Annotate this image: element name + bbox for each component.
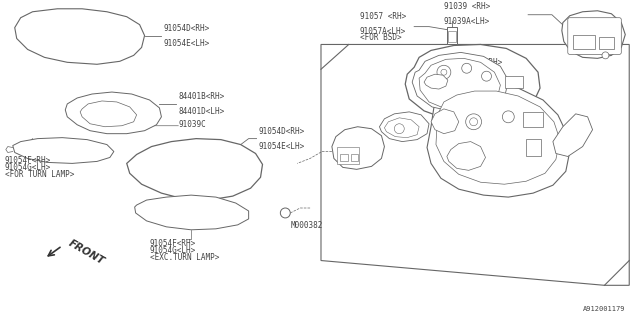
Polygon shape — [380, 112, 429, 141]
Polygon shape — [127, 139, 262, 200]
Text: 91031N<RH>: 91031N<RH> — [457, 58, 503, 67]
Bar — [337, 147, 358, 164]
Polygon shape — [134, 195, 248, 230]
Circle shape — [470, 118, 477, 126]
Text: 91054E<LH>: 91054E<LH> — [163, 38, 210, 48]
Circle shape — [481, 71, 492, 81]
Text: 91054E<LH>: 91054E<LH> — [259, 141, 305, 151]
Text: 91039 <RH>: 91039 <RH> — [444, 2, 490, 11]
Text: <FOR TURN LAMP>: <FOR TURN LAMP> — [5, 170, 74, 179]
Text: 91054G<LH>: 91054G<LH> — [150, 246, 196, 255]
Circle shape — [466, 114, 481, 130]
Text: 91057 <RH>: 91057 <RH> — [360, 12, 406, 21]
Text: 91039C: 91039C — [179, 120, 206, 129]
Text: 91054F<RH>: 91054F<RH> — [150, 239, 196, 248]
Polygon shape — [65, 92, 161, 134]
Polygon shape — [562, 11, 625, 58]
Text: A912001179: A912001179 — [583, 306, 625, 312]
Circle shape — [461, 63, 472, 73]
Text: 91031D<LH>: 91031D<LH> — [457, 65, 503, 74]
Bar — [573, 35, 595, 49]
Polygon shape — [13, 138, 114, 164]
Polygon shape — [80, 101, 137, 127]
Circle shape — [437, 65, 451, 79]
Text: <FOR BSD>: <FOR BSD> — [360, 33, 401, 42]
Text: 84401B<RH>: 84401B<RH> — [179, 92, 225, 101]
Text: M000382: M000382 — [291, 221, 323, 230]
Bar — [598, 36, 614, 49]
Bar — [523, 112, 543, 127]
Bar — [506, 76, 523, 88]
Text: FRONT: FRONT — [67, 238, 107, 267]
Bar — [448, 31, 456, 43]
Polygon shape — [553, 114, 593, 156]
Polygon shape — [419, 58, 500, 110]
Text: 91039A<LH>: 91039A<LH> — [444, 17, 490, 26]
Polygon shape — [15, 9, 145, 64]
Bar — [447, 27, 457, 44]
Polygon shape — [405, 44, 540, 122]
Polygon shape — [424, 74, 448, 89]
Circle shape — [441, 69, 447, 75]
Circle shape — [602, 52, 609, 59]
Text: 84401D<LH>: 84401D<LH> — [179, 107, 225, 116]
Text: 91054F<RH>: 91054F<RH> — [5, 156, 51, 165]
Polygon shape — [321, 44, 629, 285]
Bar — [340, 155, 348, 161]
Text: 91057A<LH>: 91057A<LH> — [360, 27, 406, 36]
Bar — [526, 139, 541, 156]
Circle shape — [280, 208, 291, 218]
Polygon shape — [412, 52, 508, 112]
Polygon shape — [385, 118, 419, 138]
Polygon shape — [332, 127, 385, 169]
Text: 91054D<RH>: 91054D<RH> — [163, 24, 210, 33]
Text: 91054D<RH>: 91054D<RH> — [259, 127, 305, 136]
Polygon shape — [447, 141, 486, 170]
Polygon shape — [431, 109, 459, 134]
Polygon shape — [427, 84, 570, 197]
Circle shape — [502, 111, 515, 123]
Text: <EXC.TURN LAMP>: <EXC.TURN LAMP> — [150, 252, 219, 262]
Text: 91054G<LH>: 91054G<LH> — [5, 164, 51, 172]
Circle shape — [394, 124, 404, 134]
Bar — [351, 155, 358, 161]
FancyBboxPatch shape — [568, 18, 621, 54]
Polygon shape — [436, 91, 560, 184]
